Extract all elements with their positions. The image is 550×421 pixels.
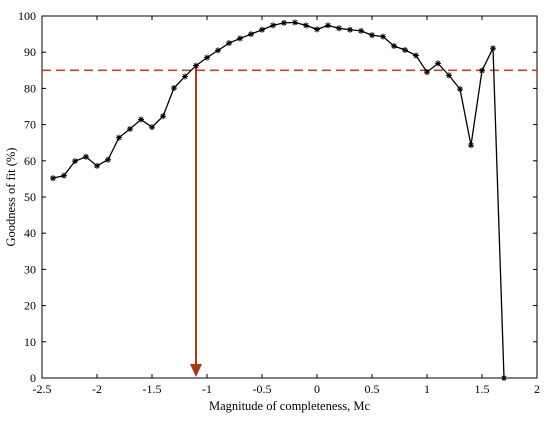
x-tick-label: -0.5 [253,382,272,396]
x-tick-label: 0 [314,382,320,396]
data-point [105,156,111,163]
data-point [215,47,221,54]
data-point [270,22,276,29]
data-point [292,19,298,26]
y-tick-label: 0 [30,371,36,385]
data-point [127,125,133,132]
data-point [479,67,485,74]
data-point [325,22,331,29]
data-point [50,175,56,182]
y-tick-label: 90 [24,45,36,59]
series-layer [50,19,507,381]
y-axis-ticks: 0 10 20 30 40 50 60 70 80 90 100 [18,9,537,385]
data-point [402,47,408,54]
data-point [259,26,265,33]
data-point [61,172,67,179]
y-tick-label: 50 [24,190,36,204]
x-tick-label: 0.5 [365,382,380,396]
data-point [171,85,177,92]
series-line [52,21,505,379]
y-axis-title: Goodness of fit (%) [4,148,18,247]
data-point [83,153,89,160]
x-tick-label: 1 [424,382,430,396]
y-tick-label: 100 [18,9,36,23]
data-point [435,60,441,67]
data-point [237,35,243,42]
y-tick-label: 80 [24,81,36,95]
data-point [182,73,188,80]
data-point [248,31,254,38]
y-tick-label: 40 [24,226,36,240]
data-point [468,142,474,149]
data-point [94,162,100,169]
data-point [193,62,199,69]
x-axis-title: Magnitude of completeness, Mc [209,399,371,413]
data-point [424,69,430,76]
x-tick-label: -2 [92,382,102,396]
arrow-layer [190,65,202,377]
data-point [446,72,452,79]
x-tick-label: -1.5 [143,382,162,396]
data-point [204,54,210,61]
data-point [336,25,342,32]
data-point [490,45,496,52]
data-point [281,19,287,26]
data-point [72,158,78,165]
data-point [160,113,166,120]
x-tick-label: 1.5 [475,382,490,396]
data-point [457,86,463,93]
y-tick-label: 20 [24,299,36,313]
arrow-head [190,364,202,377]
data-point [369,32,375,39]
data-point [358,27,364,34]
data-point [226,40,232,47]
x-tick-label: 2 [534,382,540,396]
data-point [138,116,144,123]
data-point [116,134,122,141]
data-point [413,52,419,59]
y-tick-label: 10 [24,335,36,349]
data-point [501,375,507,381]
data-point [314,26,320,33]
data-point [347,26,353,33]
y-tick-label: 60 [24,154,36,168]
x-tick-label: -2.5 [33,382,52,396]
data-point [380,33,386,40]
data-point [303,22,309,29]
data-point [149,124,155,131]
y-tick-label: 70 [24,118,36,132]
y-tick-label: 30 [24,262,36,276]
x-tick-label: -1 [202,382,212,396]
data-point [391,43,397,50]
x-axis-ticks: -2.5 -2 -1.5 -1 -0.5 0 0.5 1 1.5 2 [33,16,540,396]
